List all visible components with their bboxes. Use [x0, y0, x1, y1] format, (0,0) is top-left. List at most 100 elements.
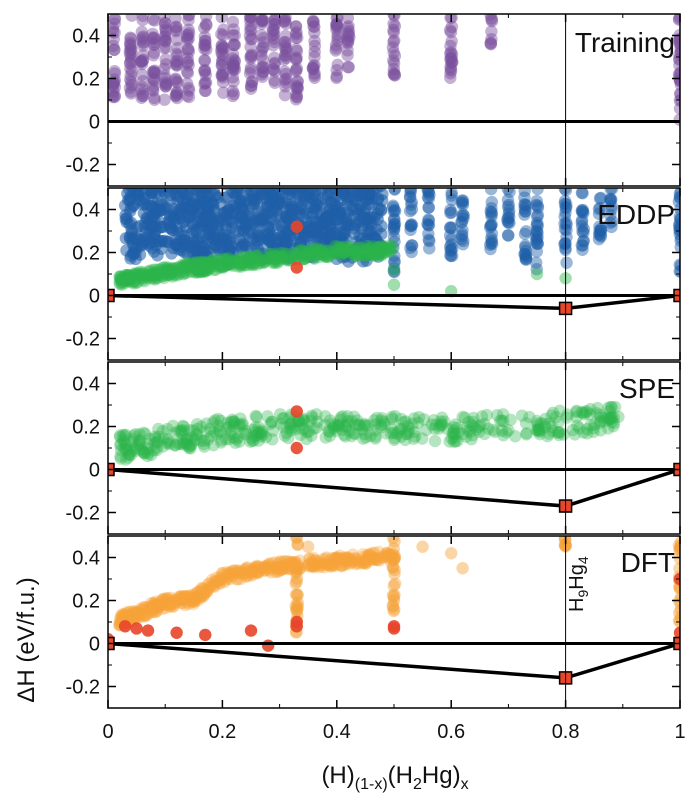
eddp-low-energy-point — [322, 250, 335, 263]
eddp-low-energy-point — [155, 266, 169, 279]
training-structures-point — [216, 49, 230, 62]
training-structures-point — [198, 64, 211, 78]
dft-structures-point — [185, 595, 199, 608]
eddp-all-point — [558, 237, 571, 251]
dft-structures-point — [152, 600, 165, 613]
spe-structures-point — [127, 429, 140, 443]
dft-structures-point — [156, 592, 170, 606]
spe-structures-point — [143, 432, 157, 446]
dft-structures-point — [149, 600, 162, 614]
training-structures-point — [257, 32, 270, 45]
dft-structures-point — [208, 580, 221, 593]
spe-structures-point — [545, 420, 559, 434]
spe-structures-point — [588, 418, 601, 431]
eddp-all-point — [483, 238, 497, 251]
dft-structures-point — [341, 554, 354, 567]
eddp-low-energy-point — [228, 255, 242, 269]
spe-structures-point — [213, 424, 226, 438]
eddp-all-point — [159, 188, 172, 199]
spe-structures-point — [575, 406, 588, 419]
eddp-all-point — [422, 218, 436, 232]
eddp-all-point — [423, 188, 436, 202]
training-structures-point — [244, 14, 257, 27]
dft-structures-point — [366, 552, 380, 566]
training-structures-point — [148, 35, 161, 49]
eddp-low-energy-point — [347, 247, 361, 261]
dft-structures-point — [674, 539, 680, 552]
eddp-low-energy-point — [373, 240, 387, 253]
spe-structures-point — [587, 425, 600, 439]
spe-structures-point — [175, 427, 189, 440]
eddp-low-energy-point — [198, 264, 211, 277]
spe-structures-point — [247, 423, 260, 436]
training-structures-point — [268, 14, 282, 26]
dft-structures-point — [388, 567, 401, 581]
spe-structures-point — [578, 408, 591, 421]
dft-structures-point — [337, 551, 350, 565]
dft-structures-point — [269, 556, 282, 569]
dft-structures-point — [345, 556, 359, 569]
eddp-low-energy-point — [121, 269, 134, 282]
dft-structures-point — [386, 560, 400, 574]
spe-structures-point — [207, 416, 220, 429]
training-structures-point — [146, 65, 160, 79]
eddp-all-point — [485, 195, 499, 209]
training-structures-point — [256, 60, 270, 74]
eddp-all-point — [672, 195, 680, 208]
dft-structures-point — [385, 547, 399, 561]
dft-structures-point — [166, 600, 179, 613]
eddp-low-energy-point — [351, 245, 364, 259]
training-structures-point — [228, 59, 241, 73]
spe-structures-point — [584, 402, 597, 416]
training-structures-point — [443, 23, 457, 37]
spe-dft-hull-point — [290, 405, 303, 418]
training-structures-point — [388, 49, 402, 63]
eddp-low-energy-point — [196, 259, 209, 272]
eddp-low-energy-point — [242, 251, 256, 264]
spe-structures-point — [277, 411, 291, 425]
dft-structures-point — [148, 597, 162, 611]
training-structures-point — [485, 32, 498, 46]
spe-structures-point — [401, 419, 414, 433]
eddp-all-point — [422, 214, 436, 227]
dft-structures-point — [558, 538, 572, 552]
eddp-low-energy-point — [311, 247, 325, 261]
training-structures-point — [148, 14, 162, 27]
dft-structures-point — [380, 550, 394, 563]
spe-structures-point — [481, 422, 495, 435]
spe-structures-point — [447, 435, 461, 448]
y-tick-label: 0.2 — [72, 591, 100, 613]
training-structures-point — [227, 63, 240, 77]
spe-structures-point — [573, 421, 586, 435]
eddp-low-energy-point — [304, 246, 318, 260]
training-structures-point — [108, 89, 121, 102]
dft-structures-point — [224, 572, 237, 585]
eddp-low-energy-point — [361, 239, 374, 253]
dft-structures-point — [124, 611, 138, 624]
training-structures-point — [342, 26, 355, 40]
dft-near-hull-point — [244, 624, 258, 637]
spe-structures-point — [546, 406, 560, 420]
eddp-all-point — [604, 193, 617, 207]
training-structures-point — [108, 65, 121, 78]
dft-structures-point — [348, 552, 361, 565]
eddp-low-energy-point — [227, 253, 241, 267]
convex-hull-line — [108, 641, 680, 680]
spe-structures-point — [401, 427, 414, 441]
eddp-low-energy-point — [268, 248, 281, 261]
spe-structures-point — [336, 410, 349, 423]
y-tick-label: 0.4 — [72, 548, 100, 570]
annotation-base: H — [566, 598, 588, 612]
dft-structures-point — [127, 612, 140, 625]
eddp-low-energy-point — [148, 269, 162, 283]
eddp-low-energy-point — [118, 272, 131, 286]
dft-structures-point — [174, 590, 188, 603]
training-structures-point — [342, 34, 355, 47]
training-structures-point — [199, 68, 212, 82]
training-structures-point — [108, 84, 120, 98]
eddp-all-point — [501, 193, 515, 207]
eddp-low-energy-point — [213, 261, 226, 274]
dft-structures-point — [179, 591, 193, 605]
spe-structures-point — [144, 448, 158, 462]
dft-structures-point — [161, 597, 174, 610]
